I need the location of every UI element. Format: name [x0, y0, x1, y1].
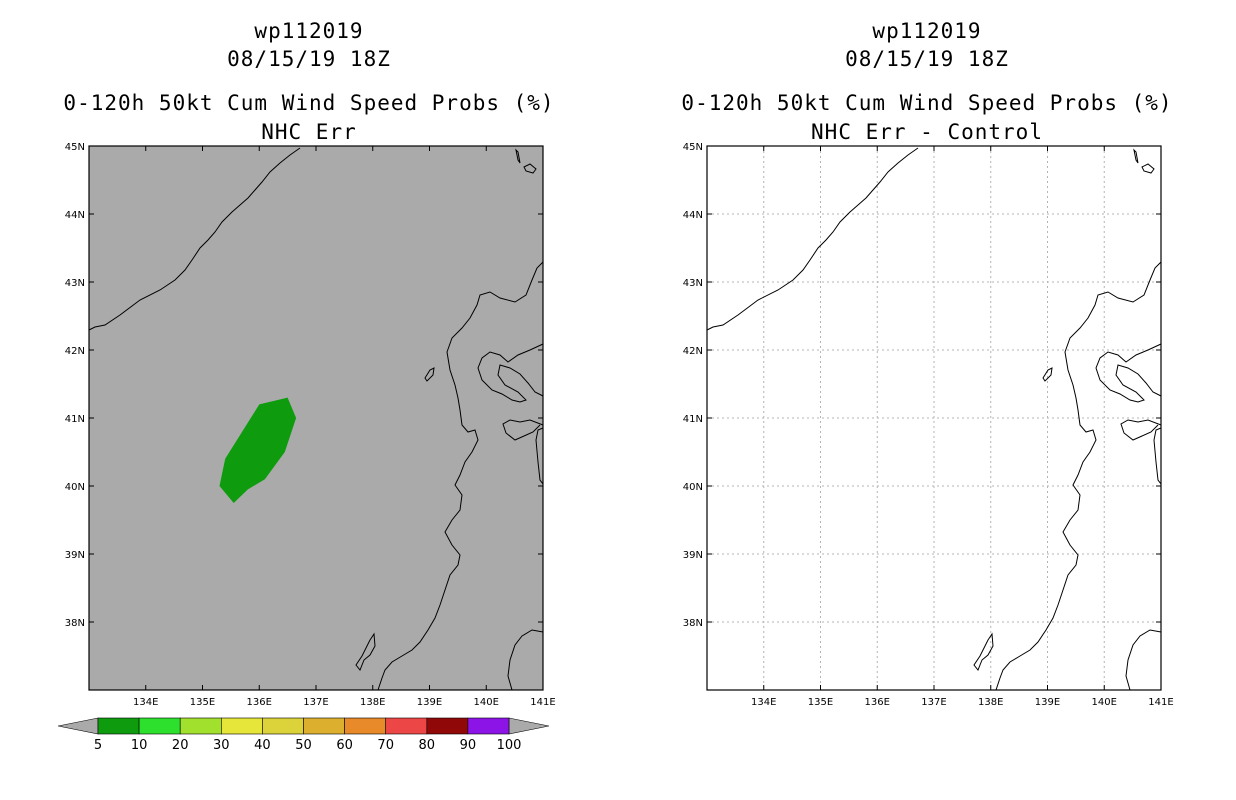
lon-tick-label: 134E	[133, 697, 158, 708]
left-panel: wp112019 08/15/19 18Z 0-120h 50kt Cum Wi…	[0, 0, 618, 800]
colorbar-label: 60	[336, 738, 353, 753]
colorbar-label: 100	[497, 738, 522, 753]
colorbar-label: 40	[254, 738, 271, 753]
lat-tick-label: 38N	[683, 618, 703, 629]
lon-tick-label: 135E	[190, 697, 215, 708]
colorbar-right-end	[509, 718, 549, 734]
lat-tick-label: 41N	[683, 414, 703, 425]
lon-tick-label: 135E	[808, 697, 833, 708]
colorbar-segment	[139, 718, 180, 734]
lon-tick-label: 139E	[1035, 697, 1060, 708]
lat-tick-label: 45N	[65, 142, 85, 153]
colorbar-segment	[386, 718, 427, 734]
colorbar-label: 5	[94, 738, 102, 753]
lon-tick-label: 138E	[360, 697, 385, 708]
colorbar-segment	[262, 718, 303, 734]
lat-tick-label: 40N	[65, 482, 85, 493]
lat-tick-label: 42N	[65, 346, 85, 357]
lon-tick-label: 141E	[1148, 697, 1173, 708]
lon-tick-label: 134E	[751, 697, 776, 708]
right-panel: wp112019 08/15/19 18Z 0-120h 50kt Cum Wi…	[618, 0, 1236, 800]
colorbar-segment	[468, 718, 509, 734]
lon-tick-label: 140E	[1092, 697, 1117, 708]
lat-tick-label: 39N	[65, 550, 85, 561]
colorbar-segment	[304, 718, 345, 734]
lat-tick-label: 42N	[683, 346, 703, 357]
lon-tick-label: 139E	[417, 697, 442, 708]
lon-tick-label: 138E	[978, 697, 1003, 708]
lat-tick-label: 45N	[683, 142, 703, 153]
colorbar-segment	[221, 718, 262, 734]
lon-tick-label: 137E	[921, 697, 946, 708]
lat-tick-label: 38N	[65, 618, 85, 629]
lat-tick-label: 39N	[683, 550, 703, 561]
colorbar-label: 50	[295, 738, 312, 753]
lon-tick-label: 136E	[865, 697, 890, 708]
colorbar-segment	[427, 718, 468, 734]
lat-tick-label: 41N	[65, 414, 85, 425]
colorbar-segment	[345, 718, 386, 734]
lon-tick-label: 141E	[530, 697, 555, 708]
colorbar-segment	[180, 718, 221, 734]
colorbar-label: 70	[377, 738, 394, 753]
lat-tick-label: 44N	[65, 210, 85, 221]
lon-tick-label: 137E	[303, 697, 328, 708]
lat-tick-label: 40N	[683, 482, 703, 493]
colorbar-label: 80	[419, 738, 436, 753]
lat-tick-label: 43N	[65, 278, 85, 289]
colorbar-left-end	[58, 718, 98, 734]
lon-tick-label: 136E	[247, 697, 272, 708]
colorbar-label: 20	[172, 738, 189, 753]
map-background	[89, 146, 543, 690]
lon-tick-label: 140E	[474, 697, 499, 708]
colorbar-label: 30	[213, 738, 230, 753]
colorbar-label: 10	[131, 738, 148, 753]
map-right: 134E 135E 136E 137E 138E 139E 140E 141E 38N 39N 40…	[618, 0, 1236, 800]
colorbar-label: 90	[460, 738, 477, 753]
colorbar-segment	[98, 718, 139, 734]
lat-tick-label: 43N	[683, 278, 703, 289]
map-left: 134E 135E 136E 137E 138E 139E 140E 141E 38N 39N 40…	[0, 0, 618, 800]
lat-tick-label: 44N	[683, 210, 703, 221]
